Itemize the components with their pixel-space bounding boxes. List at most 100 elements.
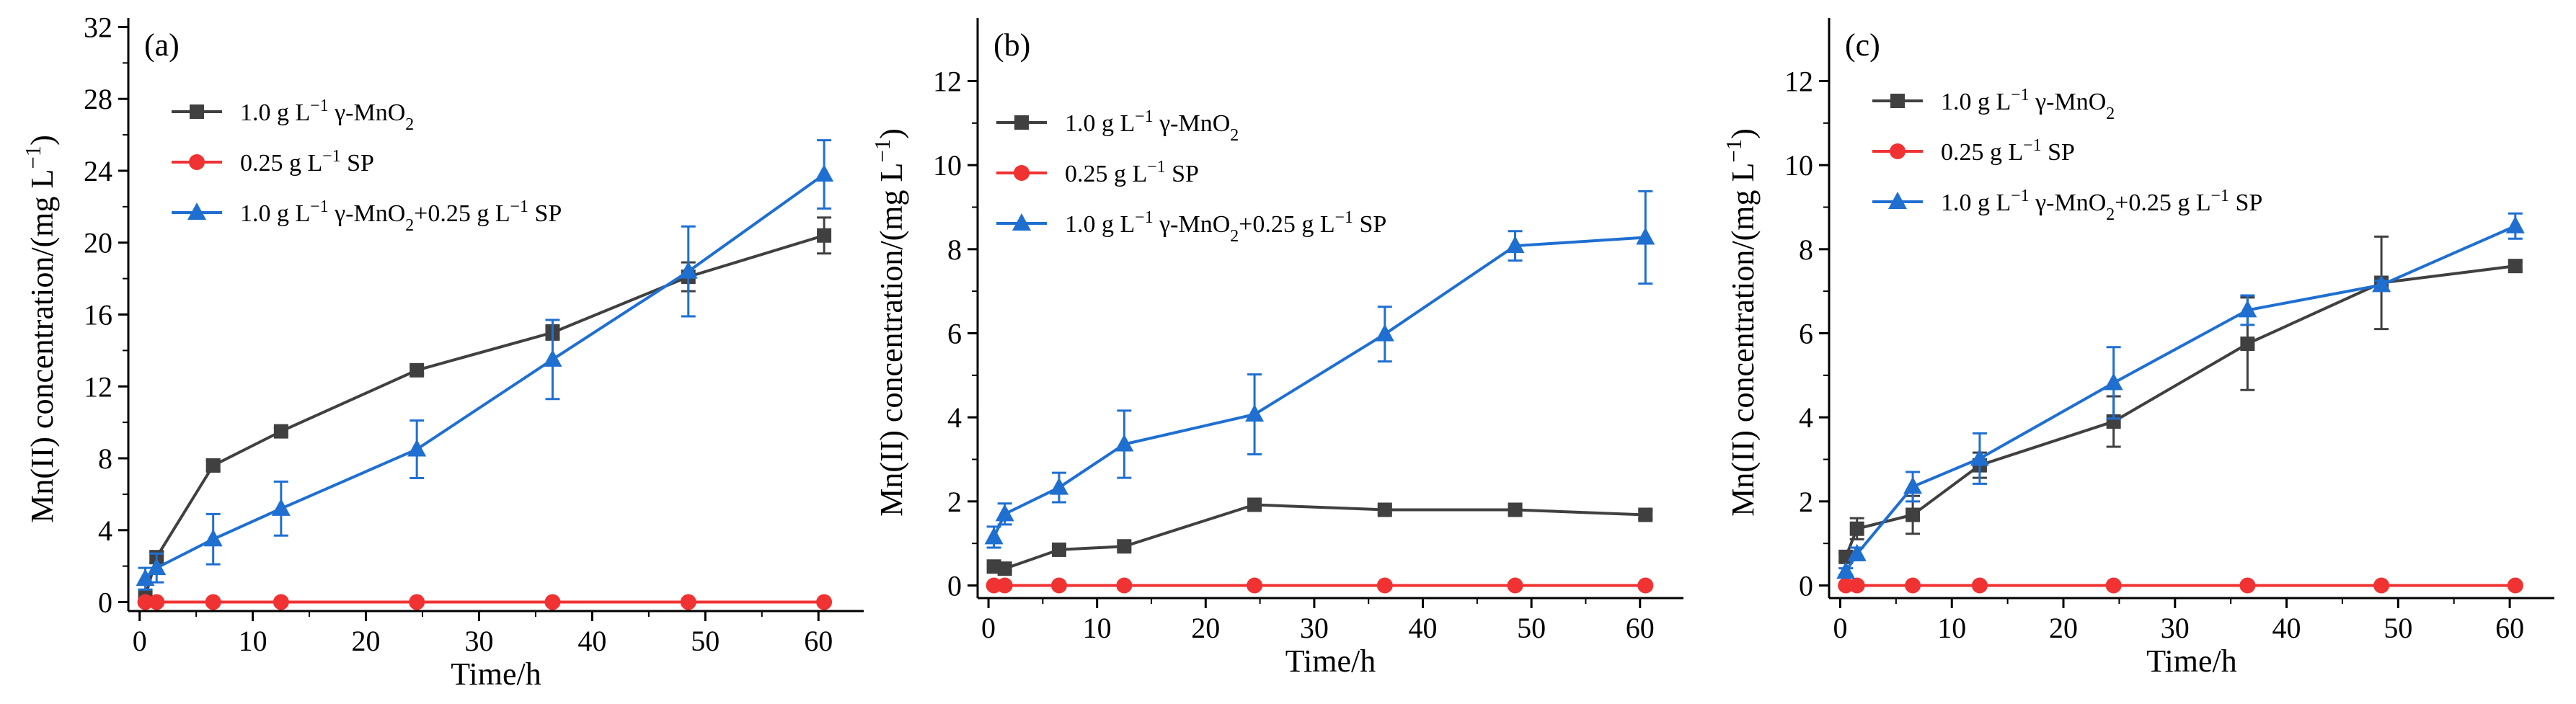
data-point [1905, 577, 1921, 594]
y-tick-label: 10 [933, 149, 962, 182]
x-tick-label: 60 [804, 625, 833, 657]
y-tick-label: 2 [1799, 486, 1813, 518]
x-tick-label: 40 [2272, 612, 2301, 644]
data-point [1836, 561, 1856, 579]
series-2 [1838, 577, 2523, 594]
data-point [1115, 434, 1134, 452]
series-line [1844, 264, 2516, 558]
x-axis-title: Time/h [451, 656, 541, 692]
series-1 [1838, 235, 2523, 564]
data-point [1638, 507, 1653, 522]
legend-marker [187, 202, 206, 220]
data-point [1245, 404, 1265, 422]
series-2 [137, 594, 833, 610]
chart-panel-c: 0 10 20 30 40 50 60 0 2 4 6 8 10 12 Time/h Mn(II) conce… [1722, 18, 2554, 679]
data-point [680, 594, 696, 610]
legend-marker [189, 154, 205, 170]
data-point [137, 594, 154, 610]
x-tick-label: 20 [352, 625, 381, 657]
legend-label: 0.25 g L−1 SP [240, 147, 374, 177]
data-point [815, 164, 834, 182]
data-point [2372, 275, 2391, 293]
data-point [1971, 577, 1988, 594]
data-point [2507, 577, 2523, 594]
y-tick-label: 16 [84, 299, 112, 331]
legend-label: 0.25 g L−1 SP [1941, 136, 2075, 166]
data-point [1849, 577, 1865, 594]
data-point [409, 594, 425, 610]
y-tick-label: 28 [84, 83, 112, 115]
data-point [271, 498, 291, 516]
data-point [410, 362, 425, 378]
legend-label: 1.0 g L−1 γ-MnO2+0.25 g L−1 SP [1941, 187, 2262, 224]
x-axis-title: Time/h [2146, 643, 2237, 679]
data-point [1049, 477, 1068, 495]
series-line [992, 236, 1646, 538]
data-point [2505, 215, 2525, 233]
panel-label: (c) [1845, 27, 1880, 63]
data-point [1247, 577, 1263, 594]
data-point [1376, 577, 1393, 594]
legend-label: 1.0 g L−1 γ-MnO2+0.25 g L−1 SP [240, 197, 562, 235]
data-point [1505, 236, 1525, 254]
data-point [273, 594, 289, 610]
y-tick-label: 20 [84, 227, 112, 259]
series-line [143, 233, 825, 597]
y-tick-label: 10 [1784, 149, 1813, 182]
data-point [2238, 300, 2257, 318]
data-point [2240, 337, 2255, 352]
data-point [1637, 577, 1654, 594]
y-tick-label: 8 [98, 442, 112, 475]
legend-label: 1.0 g L−1 γ-MnO2+0.25 g L−1 SP [1065, 208, 1386, 246]
x-tick-label: 40 [577, 625, 606, 657]
x-tick-label: 10 [239, 625, 267, 657]
chart-panel-b: 0 10 20 30 40 50 60 0 2 4 6 8 10 12 Time/h Mn(II) conce… [870, 18, 1683, 679]
y-axis-title: Mn(II) concentration/(mg L−1) [1722, 128, 1761, 517]
data-point [678, 261, 698, 279]
y-tick-label: 8 [1799, 233, 1813, 266]
data-point [2508, 259, 2523, 274]
legend-marker [1890, 94, 1905, 108]
data-point [1508, 502, 1523, 517]
x-tick-label: 30 [2161, 612, 2190, 644]
x-tick-label: 0 [981, 612, 996, 644]
y-tick-label: 24 [84, 155, 112, 187]
data-point [1377, 502, 1392, 517]
series-line [144, 173, 826, 580]
y-tick-label: 4 [1799, 401, 1813, 434]
y-tick-label: 4 [98, 514, 112, 547]
y-axis-title: Mn(II) concentration/(mg L−1) [21, 135, 60, 523]
data-point [543, 349, 562, 367]
data-point [996, 577, 1013, 594]
y-tick-label: 2 [947, 486, 962, 518]
y-tick-label: 6 [947, 318, 962, 350]
x-tick-label: 30 [464, 625, 493, 657]
chart-panel-a: 0 10 20 30 40 50 60 0 4 8 12 16 20 24 28 32 Time/h Mn(II)… [21, 11, 864, 692]
data-point [986, 559, 1001, 574]
data-point [149, 594, 165, 610]
data-point [2239, 577, 2256, 594]
x-tick-label: 50 [691, 625, 720, 657]
y-tick-label: 6 [1799, 318, 1813, 350]
data-point [1051, 542, 1066, 557]
legend-marker [1014, 115, 1029, 130]
data-point [984, 527, 1004, 545]
legend-marker [190, 104, 204, 119]
data-point [1906, 507, 1921, 522]
y-tick-label: 0 [1799, 570, 1813, 602]
data-point [1507, 577, 1523, 594]
data-point [205, 594, 221, 610]
y-tick-label: 0 [947, 570, 962, 602]
data-point [2105, 577, 2122, 594]
y-tick-label: 32 [84, 11, 112, 43]
data-point [1903, 476, 1923, 494]
y-tick-label: 8 [947, 233, 962, 266]
x-tick-label: 50 [2384, 612, 2412, 644]
legend-label: 1.0 g L−1 γ-MnO2 [1941, 86, 2115, 123]
data-point [2373, 577, 2390, 594]
data-point [2104, 373, 2123, 391]
x-axis-title: Time/h [1285, 643, 1376, 679]
y-tick-label: 12 [933, 66, 962, 98]
data-point [1970, 448, 1989, 466]
panel-label: (a) [144, 27, 180, 63]
